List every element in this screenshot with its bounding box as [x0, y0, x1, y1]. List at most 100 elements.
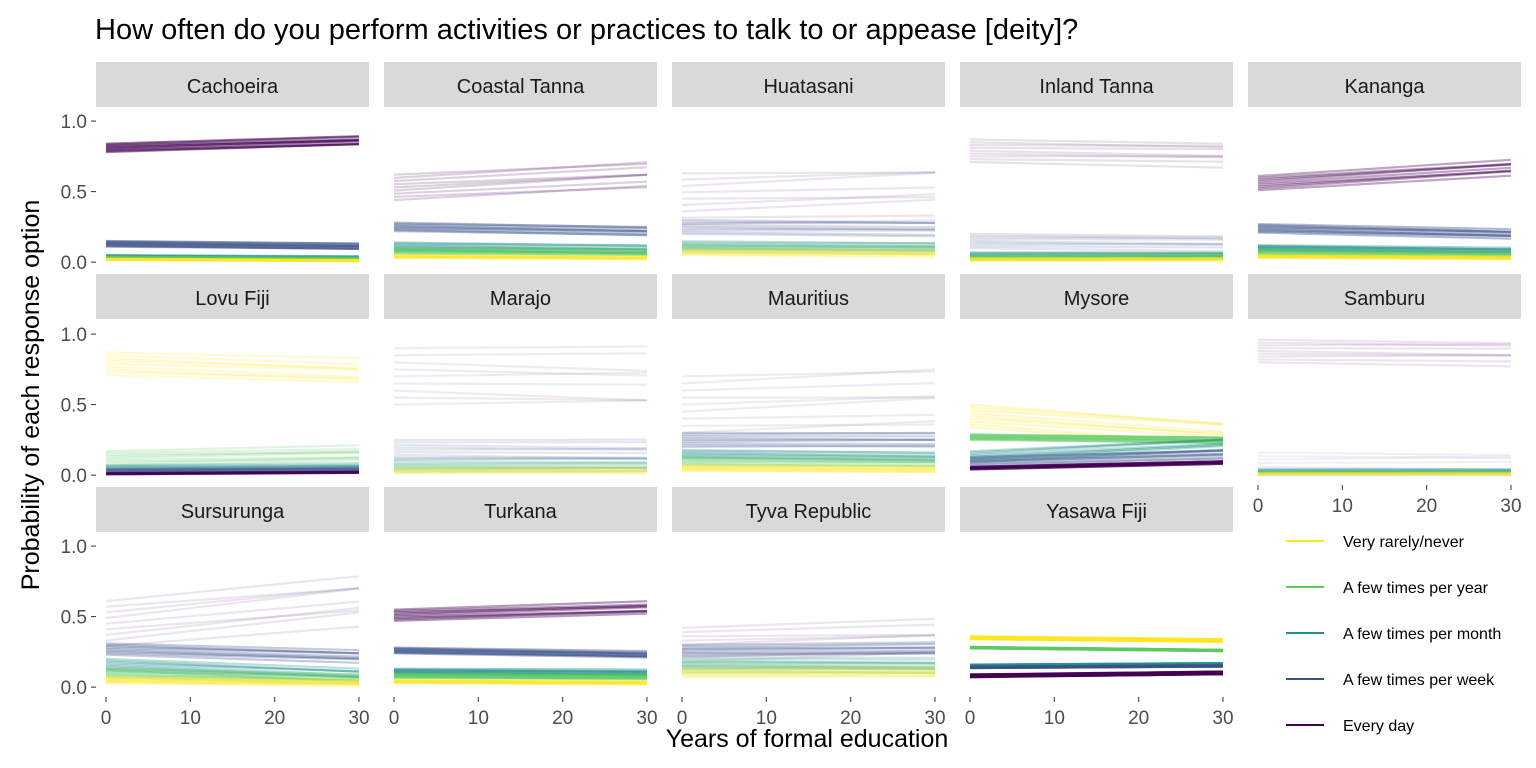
- series-line-a-few-times-per-week: [105, 642, 360, 652]
- series-line-every-day: [105, 138, 360, 147]
- strip-label: Mysore: [1064, 288, 1130, 310]
- series-line-a-few-times-per-month: [969, 254, 1224, 258]
- series-line-a-few-times-per-month: [1257, 249, 1512, 254]
- strip-label: Mauritius: [768, 288, 849, 310]
- series-line-a-few-times-per-year: [393, 250, 648, 254]
- series-line-a-few-times-per-month: [681, 663, 936, 668]
- series-line-a-few-times-per-week: [1257, 228, 1512, 238]
- series-line-a-few-times-per-year: [1257, 251, 1512, 257]
- x-tick-label: 0: [101, 708, 112, 729]
- series-line-a-few-times-per-month: [1257, 246, 1512, 251]
- series-line-a-few-times-per-year: [105, 676, 360, 685]
- series-line-a-few-times-per-year: [105, 675, 360, 683]
- series-line-a-few-times-per-week: [393, 650, 648, 658]
- series-lines: [1257, 158, 1512, 261]
- series-line-a-few-times-per-month: [969, 439, 1224, 456]
- series-line-very-rarely-never: [105, 357, 360, 371]
- legend-label: A few times per week: [1343, 672, 1495, 689]
- series-line-every-day: [105, 142, 360, 152]
- series-line-very-rarely-never: [105, 351, 360, 360]
- series-line-a-few-times-per-year: [393, 247, 648, 251]
- series-line-very-rarely-never: [1257, 254, 1512, 259]
- x-tick-label: 20: [840, 708, 861, 729]
- series-line-every-day: [681, 617, 936, 629]
- series-line-a-few-times-per-year: [969, 253, 1224, 257]
- series-line-very-rarely-never: [969, 420, 1224, 439]
- series-line-a-few-times-per-week: [393, 453, 648, 460]
- series-line-a-few-times-per-week: [1257, 455, 1512, 460]
- series-line-very-rarely-never: [393, 255, 648, 259]
- series-line-every-day: [393, 173, 648, 186]
- series-line-a-few-times-per-week: [393, 226, 648, 233]
- series-line-very-rarely-never: [681, 669, 936, 674]
- x-tick-label: 0: [677, 708, 688, 729]
- series-line-every-day: [681, 413, 936, 420]
- series-line-every-day: [681, 651, 936, 663]
- series-line-a-few-times-per-month: [681, 240, 936, 245]
- series-line-every-day: [969, 460, 1224, 468]
- series-line-a-few-times-per-week: [1257, 231, 1512, 240]
- series-line-very-rarely-never: [969, 426, 1224, 446]
- series-line-a-few-times-per-month: [105, 663, 360, 676]
- series-line-every-day: [1257, 170, 1512, 186]
- series-line-a-few-times-per-month: [1257, 246, 1512, 252]
- series-line-every-day: [1257, 166, 1512, 185]
- series-line-every-day: [393, 352, 648, 357]
- series-line-a-few-times-per-year: [969, 438, 1224, 444]
- series-line-every-day: [681, 368, 936, 385]
- series-line-a-few-times-per-year: [681, 662, 936, 666]
- series-line-a-few-times-per-week: [681, 437, 936, 441]
- series-line-a-few-times-per-week: [969, 234, 1224, 240]
- series-line-a-few-times-per-month: [681, 244, 936, 249]
- strip-background: [384, 62, 657, 107]
- series-lines: [969, 403, 1224, 471]
- legend: Very rarely/never A few times per year A f…: [1286, 534, 1501, 735]
- series-line-very-rarely-never: [393, 467, 648, 470]
- panel-kananga: Kananga: [1248, 62, 1521, 261]
- series-line-a-few-times-per-year: [681, 459, 936, 464]
- series-line-a-few-times-per-month: [393, 461, 648, 465]
- series-line-a-few-times-per-month: [393, 247, 648, 253]
- series-line-very-rarely-never: [681, 469, 936, 474]
- y-tick-label: 0.0: [61, 678, 87, 699]
- series-line-a-few-times-per-year: [681, 249, 936, 252]
- series-line-every-day: [969, 670, 1224, 676]
- series-line-every-day: [1257, 162, 1512, 179]
- strip-label: Sursurunga: [181, 501, 285, 523]
- series-lines: [681, 617, 936, 679]
- series-line-very-rarely-never: [1257, 254, 1512, 259]
- series-line-every-day: [105, 587, 360, 608]
- series-line-a-few-times-per-year: [105, 448, 360, 454]
- series-line-every-day: [681, 171, 936, 188]
- series-lines: [969, 138, 1224, 263]
- series-line-very-rarely-never: [1257, 256, 1512, 261]
- series-line-a-few-times-per-year: [969, 256, 1224, 261]
- series-line-a-few-times-per-month: [105, 669, 360, 683]
- series-line-a-few-times-per-month: [969, 448, 1224, 463]
- series-line-a-few-times-per-year: [1257, 249, 1512, 255]
- series-line-a-few-times-per-week: [969, 246, 1224, 253]
- series-line-every-day: [681, 634, 936, 642]
- series-line-very-rarely-never: [393, 681, 648, 685]
- series-line-every-day: [105, 587, 360, 620]
- series-line-a-few-times-per-year: [969, 436, 1224, 442]
- series-line-very-rarely-never: [681, 666, 936, 670]
- series-line-a-few-times-per-year: [681, 250, 936, 255]
- series-line-a-few-times-per-month: [681, 666, 936, 670]
- x-tick-label: 10: [756, 708, 777, 729]
- series-line-a-few-times-per-month: [393, 245, 648, 251]
- series-line-a-few-times-per-week: [105, 648, 360, 658]
- series-line-a-few-times-per-month: [393, 669, 648, 674]
- series-line-a-few-times-per-week: [105, 650, 360, 660]
- series-line-very-rarely-never: [105, 257, 360, 261]
- x-tick-label: 10: [180, 708, 201, 729]
- series-line-very-rarely-never: [1257, 256, 1512, 260]
- series-line-very-rarely-never: [681, 254, 936, 258]
- series-line-a-few-times-per-month: [969, 252, 1223, 255]
- series-line-very-rarely-never: [969, 403, 1224, 426]
- series-line-a-few-times-per-week: [393, 230, 648, 236]
- series-line-a-few-times-per-week: [393, 649, 648, 656]
- series-line-every-day: [1257, 358, 1512, 363]
- series-lines: [105, 351, 360, 476]
- series-line-a-few-times-per-year: [969, 434, 1224, 439]
